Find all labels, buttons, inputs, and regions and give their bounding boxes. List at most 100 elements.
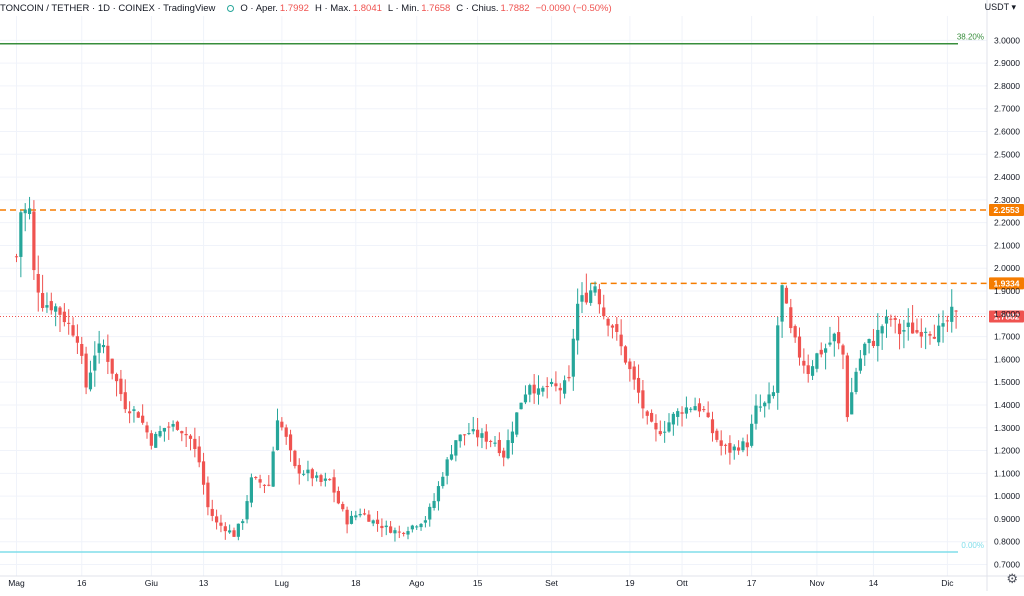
candle-body [737, 447, 741, 451]
candle-body [750, 423, 754, 446]
candle-body [93, 355, 97, 371]
candle-body [345, 509, 349, 525]
candle-body [684, 407, 688, 414]
candle-body [628, 361, 632, 370]
gear-icon[interactable]: ⚙ [1006, 571, 1018, 586]
candle-body [941, 323, 945, 327]
horizontal-levels[interactable]: 38.20% 2.2553 1.9334 0.00% 1.7882 [0, 33, 1024, 553]
candle-body [293, 450, 297, 467]
candle-body [441, 476, 445, 487]
currency-label[interactable]: USDT [984, 2, 1009, 12]
candle-body [884, 316, 889, 324]
price-tick-label: 1.1000 [994, 468, 1020, 478]
candle-body [458, 434, 462, 442]
candle-body [828, 342, 832, 345]
candle-body [275, 420, 280, 451]
change-value: −0.0090 (−0.50%) [535, 2, 612, 14]
candle-body [302, 473, 306, 475]
price-tick-label: 1.2000 [994, 446, 1020, 456]
candle-body [650, 412, 654, 422]
candle-body [824, 348, 828, 353]
candle-body [858, 358, 862, 371]
candle-body [902, 330, 906, 332]
candle-body [389, 526, 393, 533]
price-tick-label: 2.7000 [994, 104, 1020, 114]
time-tick-label: Ago [409, 578, 424, 588]
price-tick-label: 1.8000 [994, 309, 1020, 319]
candle-body [236, 523, 240, 537]
candlestick-series [14, 196, 958, 542]
candle-body [467, 433, 471, 435]
candle-body [402, 532, 406, 534]
candle-body [349, 515, 354, 524]
candle-body [149, 433, 153, 446]
candle-body [484, 431, 488, 442]
candle-body [924, 331, 928, 333]
candle-body [710, 419, 715, 434]
price-tick-label: 0.8000 [994, 537, 1020, 547]
candle-body [206, 482, 210, 508]
candle-body [658, 431, 662, 435]
candle-body [797, 336, 802, 358]
candle-body [549, 381, 554, 385]
candle-body [493, 442, 497, 444]
candle-body [663, 431, 667, 433]
price-tick-label: 2.8000 [994, 81, 1020, 91]
candle-body [54, 306, 58, 312]
candle-body [837, 332, 841, 344]
candle-body [58, 307, 62, 315]
close-label: C · Chius. [456, 2, 499, 14]
level-label-fib-0: 0.00% [961, 541, 984, 550]
candle-body [454, 440, 458, 456]
candle-body [201, 461, 206, 485]
candle-body [741, 441, 745, 451]
candle-body [184, 433, 188, 436]
candle-body [602, 307, 606, 317]
candle-body [175, 421, 180, 430]
price-tick-label: 3.0000 [994, 35, 1020, 45]
grid-lines [0, 16, 987, 576]
candle-body [532, 384, 536, 394]
level-label-fib-38: 38.20% [957, 33, 984, 42]
price-tick-label: 0.9000 [994, 514, 1020, 524]
candle-body [71, 325, 75, 336]
price-badge-label: 1.9334 [994, 278, 1020, 288]
candle-body [319, 475, 323, 482]
status-dot-icon [227, 4, 235, 12]
candle-body [610, 325, 615, 328]
symbol-title[interactable]: TONCOIN / TETHER · 1D · COINEX · Trading… [0, 2, 216, 14]
candle-body [510, 431, 514, 443]
price-tick-label: 2.0000 [994, 263, 1020, 273]
candle-body [49, 301, 53, 311]
chevron-down-icon: ▾ [1008, 2, 1016, 12]
time-tick-label: 16 [77, 578, 87, 588]
price-tick-label: 2.5000 [994, 149, 1020, 159]
candle-body [863, 343, 867, 356]
candle-body [880, 326, 884, 334]
candle-body [362, 513, 367, 515]
high-label: H · Max. [314, 2, 351, 14]
close-value: 1.7882 [500, 2, 530, 14]
candle-body [476, 429, 480, 438]
time-tick-label: 17 [747, 578, 757, 588]
price-badge-resistance-high [989, 204, 1024, 217]
candle-body [806, 365, 810, 374]
price-tick-label: 2.9000 [994, 58, 1020, 68]
price-tick-label: 2.6000 [994, 126, 1020, 136]
currency-selector[interactable]: USDT ▾ [985, 2, 1016, 13]
candle-body [793, 326, 797, 338]
candle-body [84, 353, 88, 388]
candle-body [62, 311, 66, 323]
candle-body [497, 439, 501, 454]
low-label: L · Min. [387, 2, 420, 14]
candle-body [789, 307, 793, 329]
candle-body [506, 440, 510, 459]
candle-body [315, 475, 319, 478]
candle-body [241, 521, 245, 524]
candle-body [723, 444, 728, 446]
candle-body [310, 469, 314, 479]
candle-body [27, 208, 32, 214]
